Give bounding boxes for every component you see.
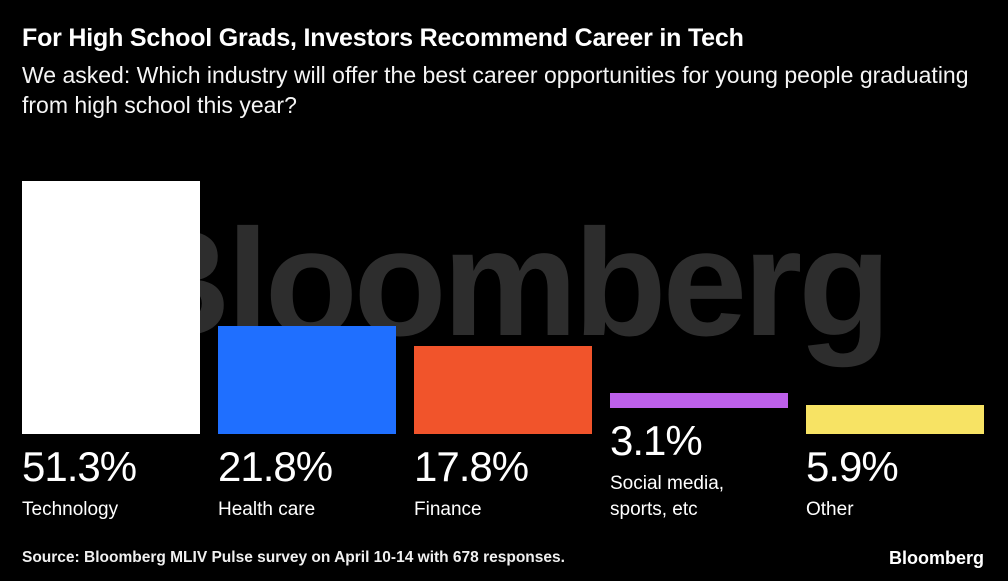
bar-column: 3.1% Social media, sports, etc — [610, 155, 788, 522]
chart-subtitle: We asked: Which industry will offer the … — [22, 62, 969, 119]
bar-track — [218, 181, 396, 434]
bar-category-label: Health care — [218, 498, 316, 520]
bar-column: 17.8% Finance — [414, 181, 592, 523]
bar-other — [806, 404, 984, 434]
bar-category-label: Social media, sports, etc — [610, 473, 725, 520]
bar-value-label: 5.9% — [806, 442, 899, 490]
bar-column: 5.9% Other — [806, 181, 984, 523]
bar-health-care — [218, 326, 396, 434]
bar-value-label: 17.8% — [414, 442, 529, 490]
bar-value-label: 3.1% — [610, 417, 703, 464]
bar-chart: 51.3% Technology 21.8% Health care 17.8% Fina… — [22, 155, 984, 522]
bar-finance — [414, 345, 592, 434]
bar-track — [414, 181, 592, 434]
bar-track — [610, 155, 788, 408]
bar-column: 51.3% Technology — [22, 180, 200, 523]
bar-category-label: Finance — [414, 498, 482, 520]
bar-column: 21.8% Health care — [218, 181, 396, 523]
bar-technology — [22, 180, 200, 434]
bar-value-label: 21.8% — [218, 442, 333, 490]
bar-track — [22, 180, 200, 434]
bar-social-media-sports-etc — [610, 392, 788, 408]
bar-value-label: 51.3% — [22, 442, 137, 490]
source-note: Source: Bloomberg MLIV Pulse survey on A… — [22, 549, 565, 566]
bar-category-label: Other — [806, 498, 854, 520]
chart-title: For High School Grads, Investors Recomme… — [22, 24, 744, 52]
bar-category-label: Technology — [22, 498, 119, 520]
bar-track — [806, 181, 984, 434]
bloomberg-logo: Bloomberg — [888, 548, 984, 568]
